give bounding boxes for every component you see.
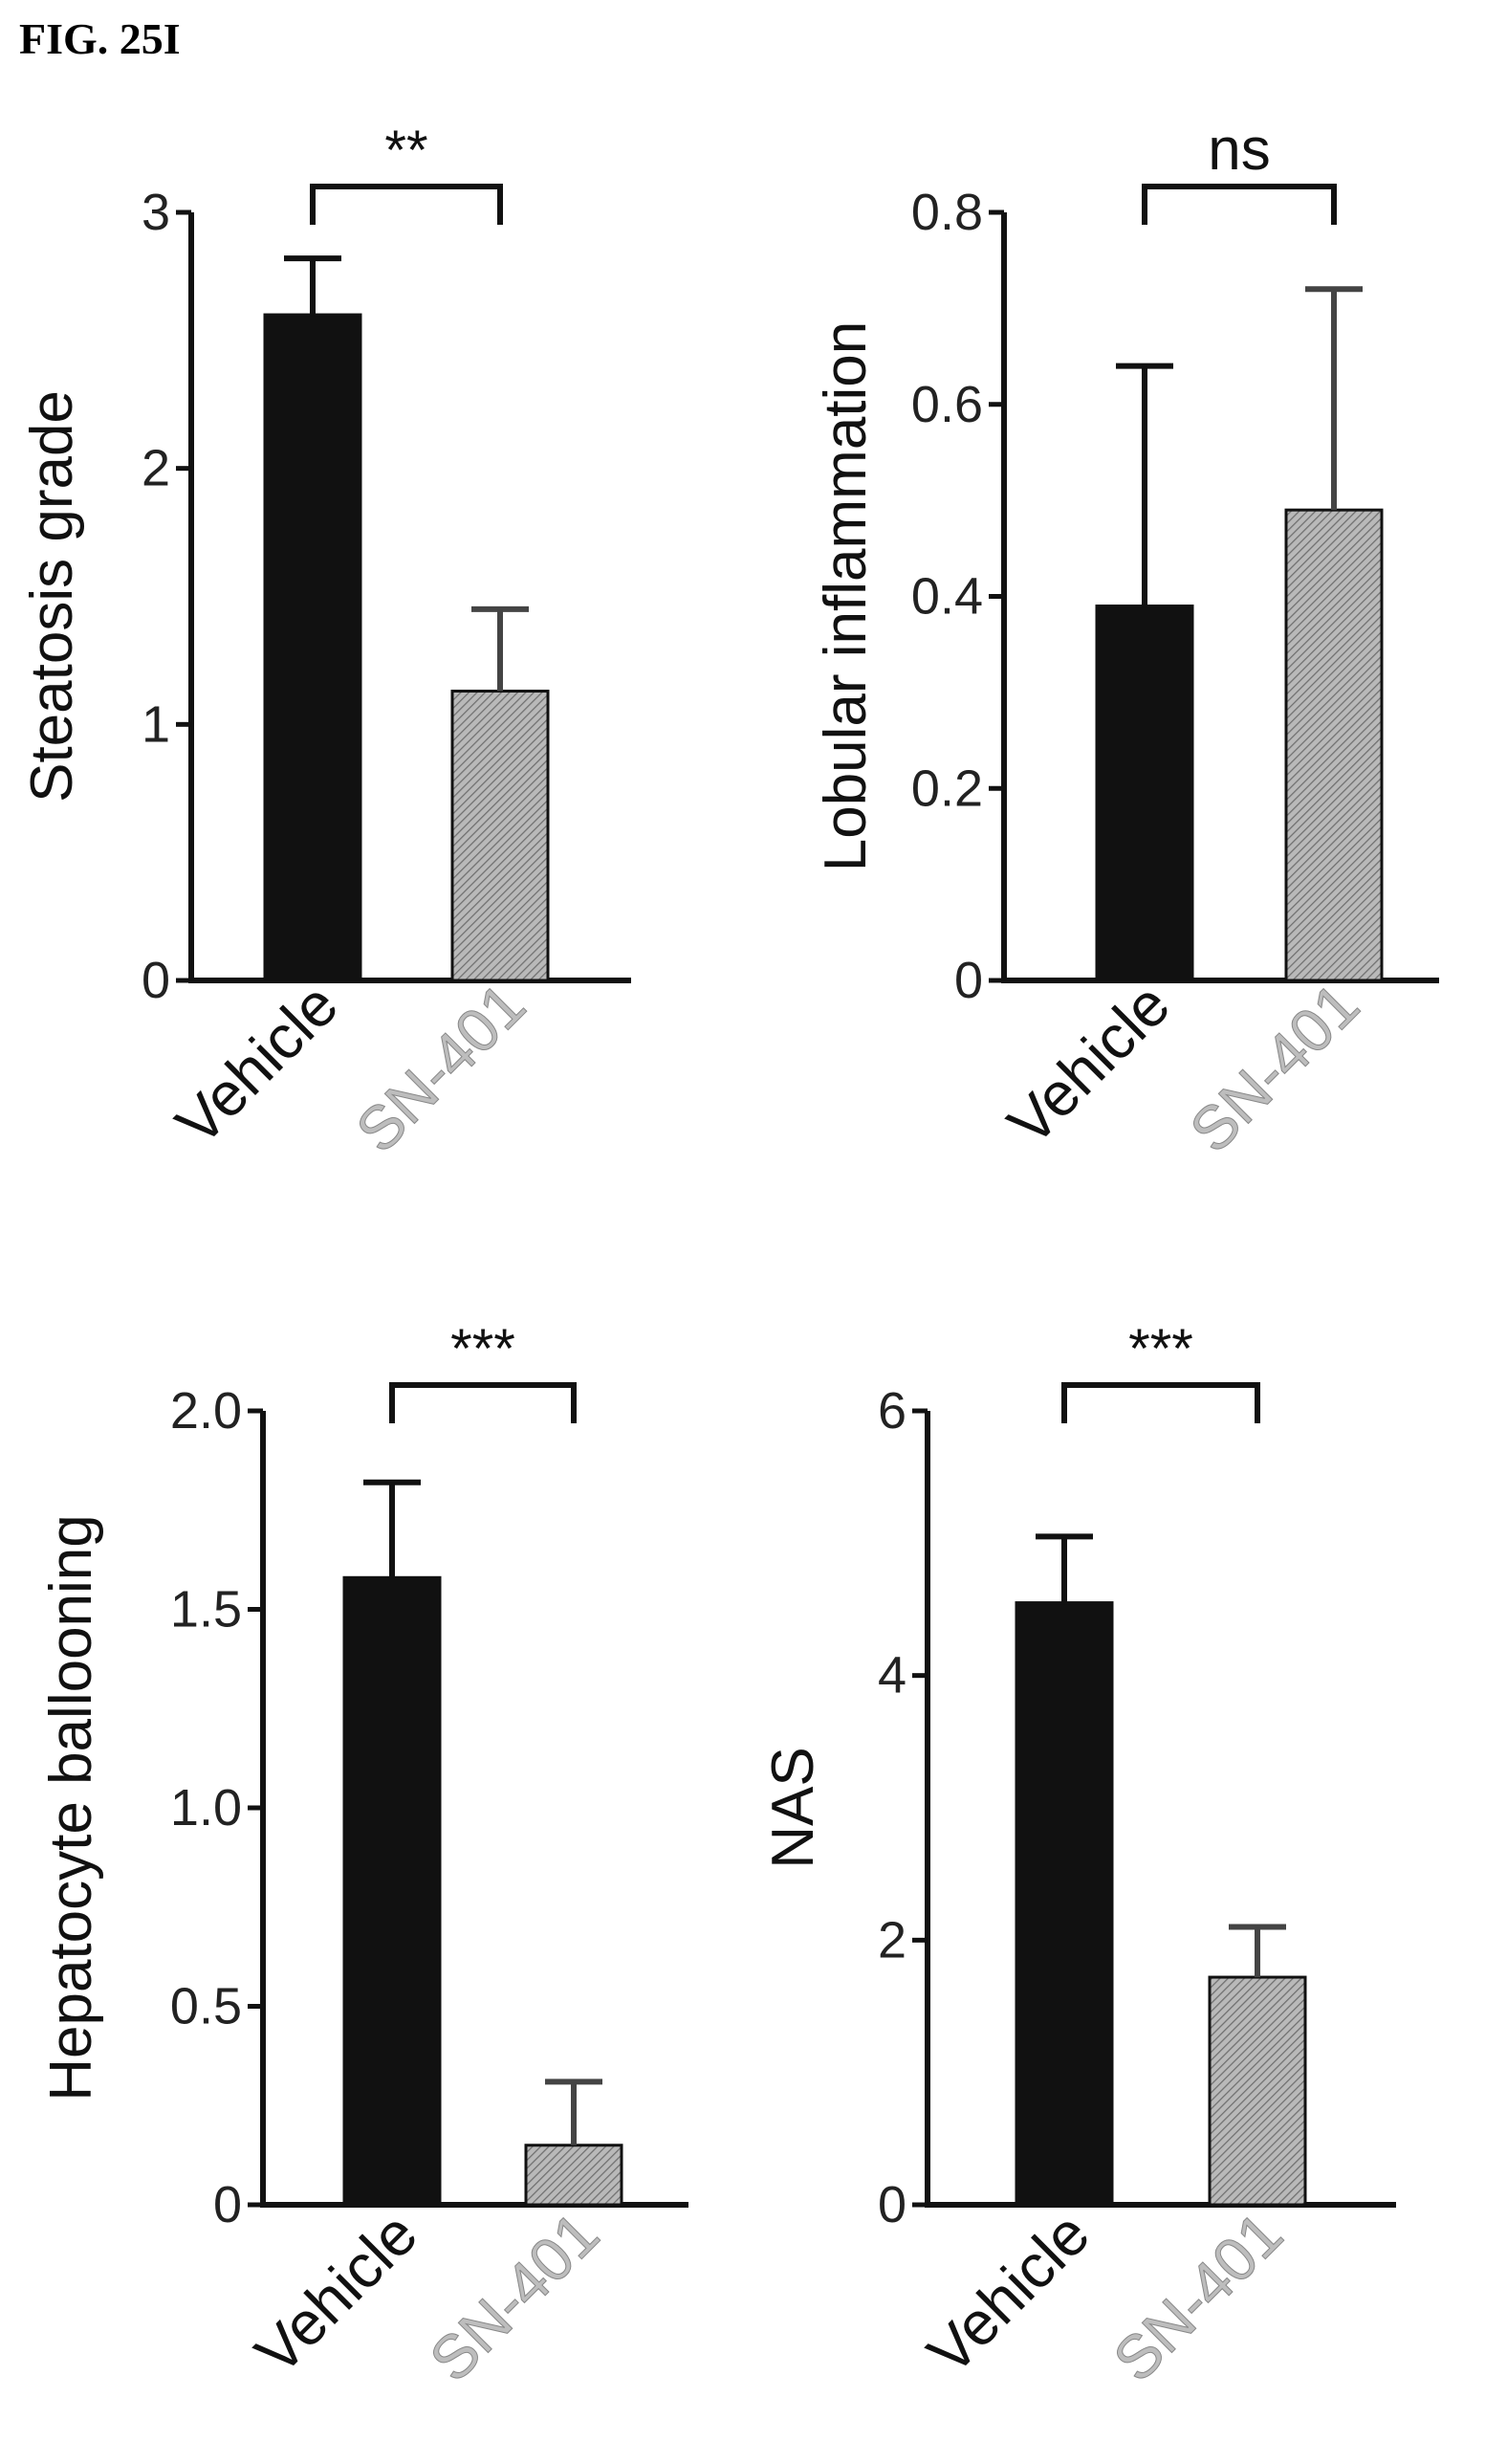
y-tick-label: 1.5 — [170, 1581, 242, 1639]
y-tick-label: 0 — [213, 2176, 242, 2233]
bar-vehicle — [265, 315, 360, 980]
y-axis-label: NAS — [760, 1747, 826, 1868]
significance-bracket — [1145, 187, 1334, 225]
significance-label: ns — [1208, 117, 1270, 183]
significance-bracket — [392, 1385, 574, 1423]
bar-sn-401 — [1286, 510, 1382, 980]
y-tick-label: 1 — [142, 695, 170, 753]
significance-label: ** — [384, 120, 427, 182]
chart-panel-1: 0 1 2 3 Steatosis grade VehicleSN-401 ** — [19, 120, 631, 1165]
y-tick-label: 2 — [878, 1911, 906, 1969]
chart-panel-2: 0 0.2 0.4 0.6 0.8 Lobular inflammation Vehicle… — [813, 117, 1439, 1165]
bar-vehicle — [1097, 606, 1192, 980]
y-tick-label: 0.8 — [911, 184, 983, 241]
y-tick-label: 0.5 — [170, 1978, 242, 2035]
chart-panel-4: 0 2 4 6 NAS VehicleSN-401 *** — [760, 1318, 1396, 2394]
category-label-vehicle: Vehicle — [914, 2199, 1103, 2387]
bar-vehicle — [344, 1577, 440, 2205]
y-axis-label: Lobular inflammation — [813, 321, 879, 872]
y-axis-label: Hepatocyte ballooning — [38, 1514, 104, 2101]
bar-sn-401 — [526, 2145, 622, 2205]
bar-vehicle — [1016, 1603, 1112, 2205]
chart-panel-3: 0 0.5 1.0 1.5 2.0 Hepatocyte ballooning Vehicl… — [38, 1318, 688, 2394]
category-label-sn-401: SN-401 — [343, 970, 538, 1165]
category-label-vehicle: Vehicle — [163, 970, 351, 1158]
y-tick-label: 2.0 — [170, 1382, 242, 1440]
significance-bracket — [1064, 1385, 1257, 1423]
y-tick-label: 3 — [142, 184, 170, 241]
significance-bracket — [313, 187, 500, 225]
significance-label: *** — [450, 1318, 515, 1380]
category-label-sn-401: SN-401 — [1101, 2199, 1296, 2394]
y-tick-label: 0.4 — [911, 568, 983, 626]
y-tick-label: 2 — [142, 440, 170, 497]
category-label-sn-401: SN-401 — [1177, 970, 1372, 1165]
category-label-sn-401: SN-401 — [417, 2199, 612, 2394]
y-tick-label: 6 — [878, 1382, 906, 1440]
y-tick-label: 4 — [878, 1647, 906, 1705]
y-tick-label: 0 — [142, 952, 170, 1009]
y-tick-label: 1.0 — [170, 1779, 242, 1837]
y-tick-label: 0.2 — [911, 759, 983, 817]
significance-label: *** — [1128, 1318, 1193, 1380]
bar-sn-401 — [452, 692, 548, 980]
y-tick-label: 0 — [878, 2176, 906, 2233]
y-tick-label: 0 — [954, 952, 983, 1009]
y-axis-label: Steatosis grade — [19, 390, 85, 803]
bar-sn-401 — [1210, 1977, 1305, 2205]
y-tick-label: 0.6 — [911, 376, 983, 433]
category-label-vehicle: Vehicle — [242, 2199, 430, 2387]
category-label-vehicle: Vehicle — [994, 970, 1183, 1158]
